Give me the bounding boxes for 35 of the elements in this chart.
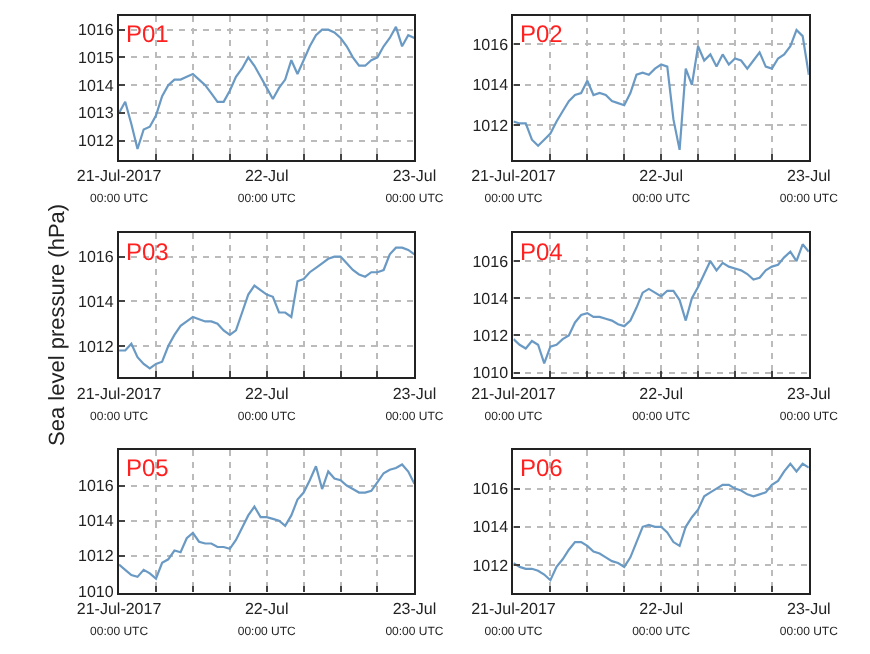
y-tick-label: 1016 [472, 252, 510, 271]
y-tick-label: 1012 [472, 556, 510, 575]
y-tick-label: 1012 [78, 547, 115, 566]
line-series [513, 462, 809, 582]
line-series [119, 246, 415, 370]
y-tick-label: 1016 [78, 21, 115, 40]
y-tick-label: 1014 [78, 76, 115, 95]
y-tick-label: 1010 [78, 582, 115, 601]
y-axis-title: Sea level pressure (hPa) [46, 203, 71, 446]
y-tick-label: 1014 [472, 76, 510, 95]
y-tick-label: 1014 [78, 512, 115, 531]
y-tick-label: 1010 [472, 364, 510, 383]
chart-title: P02 [520, 20, 564, 48]
chart-title: P05 [126, 454, 170, 482]
y-tick-label: 1014 [472, 289, 510, 308]
y-tick-label: 1012 [472, 327, 510, 346]
y-tick-label: 1012 [78, 337, 115, 356]
y-tick-label: 1014 [472, 518, 510, 537]
chart-title: P04 [520, 238, 564, 266]
y-tick-label: 1014 [78, 292, 115, 311]
chart-title: P01 [126, 20, 170, 48]
line-series [119, 463, 415, 580]
y-tick-label: 1016 [472, 35, 510, 54]
chart-title: P06 [520, 454, 564, 482]
y-tick-label: 1012 [472, 117, 510, 136]
y-tick-label: 1013 [78, 104, 115, 123]
line-series [513, 243, 809, 365]
chart-title: P03 [126, 238, 170, 266]
y-tick-label: 1016 [78, 248, 115, 267]
line-series [513, 28, 809, 151]
y-tick-label: 1016 [78, 477, 115, 496]
line-series [119, 25, 415, 151]
y-tick-label: 1012 [78, 132, 115, 151]
y-tick-label: 1015 [78, 49, 115, 67]
y-tick-label: 1016 [472, 480, 510, 499]
